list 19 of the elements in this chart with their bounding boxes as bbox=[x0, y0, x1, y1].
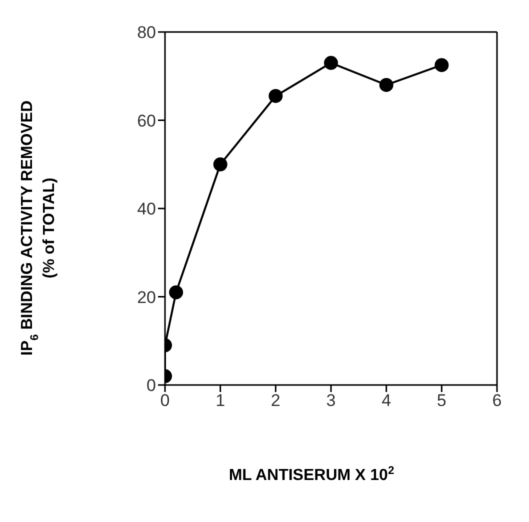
x-axis-title: ML ANTISERUM X 10$^{2}$ bbox=[228, 465, 394, 484]
y-tick-label: 80 bbox=[137, 23, 156, 42]
x-tick-label: 0 bbox=[160, 391, 170, 410]
x-tick-label: 5 bbox=[436, 391, 446, 410]
x-tick-label: 6 bbox=[492, 391, 502, 410]
point bbox=[324, 56, 338, 70]
x-tick-label: 2 bbox=[270, 391, 280, 410]
point bbox=[268, 88, 283, 103]
x-tick-label: 1 bbox=[216, 391, 226, 410]
y-tick-label: 40 bbox=[137, 200, 156, 219]
y-tick-label: 0 bbox=[146, 376, 156, 396]
y-tick-label: 20 bbox=[137, 288, 156, 307]
point bbox=[434, 58, 449, 72]
point bbox=[379, 78, 394, 92]
y-tick-label: 60 bbox=[137, 111, 156, 130]
x-tick-label: 3 bbox=[326, 391, 336, 410]
point bbox=[169, 285, 184, 300]
x-tick-label: 4 bbox=[382, 391, 392, 410]
point bbox=[213, 157, 228, 172]
